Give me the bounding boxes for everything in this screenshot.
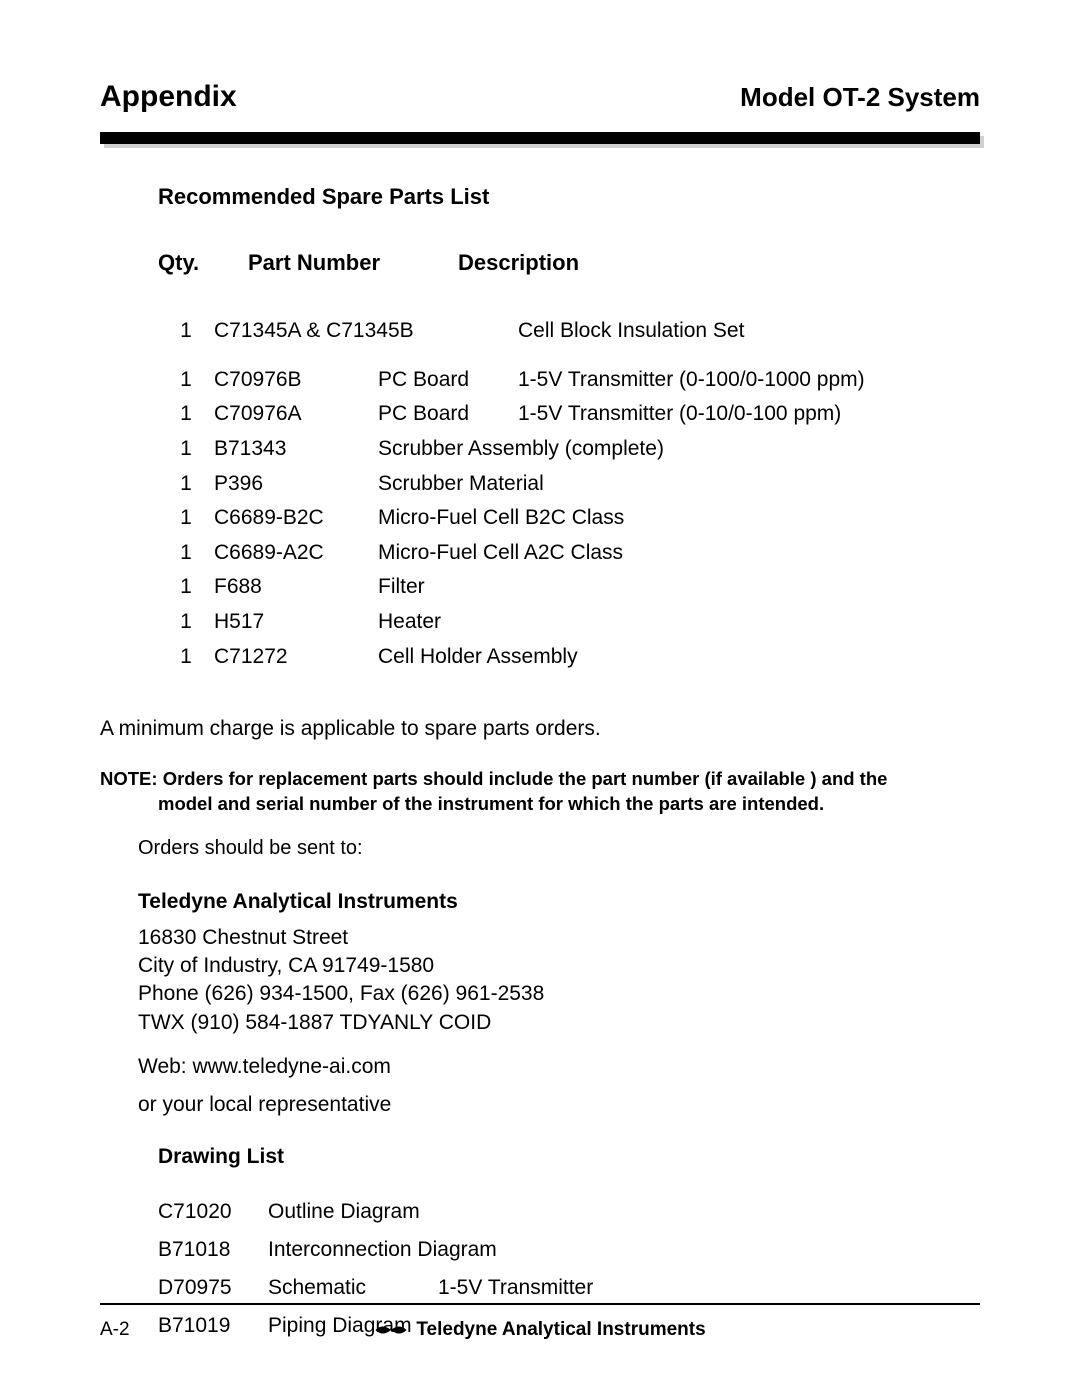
col-header-description: Description: [458, 250, 980, 276]
cell-qty: 1: [158, 605, 214, 640]
drawing-name: Schematic: [268, 1269, 438, 1307]
table-row: 1 C70976A PC Board 1-5V Transmitter (0-1…: [158, 397, 980, 432]
drawing-number: C71020: [158, 1193, 268, 1231]
cell-description: 1-5V Transmitter (0-10/0-100 ppm): [518, 397, 980, 432]
note-text-line2: model and serial number of the instrumen…: [100, 792, 980, 817]
cell-part-number: C71345A & C71345B: [214, 314, 518, 349]
table-row: 1 C71272 Cell Holder Assembly: [158, 640, 980, 675]
drawing-row: B71018 Interconnection Diagram: [158, 1231, 980, 1269]
cell-part-number: C6689-A2C: [214, 536, 378, 571]
cell-description: Cell Block Insulation Set: [518, 314, 980, 349]
table-row: 1 C71345A & C71345B Cell Block Insulatio…: [158, 314, 980, 349]
cell-subtype: PC Board: [378, 397, 518, 432]
teledyne-logo-icon: [374, 1322, 408, 1338]
cell-part-number: C71272: [214, 640, 378, 675]
phone-fax: Phone (626) 934-1500, Fax (626) 961-2538: [138, 980, 980, 1008]
page-footer: A-2 Teledyne Analytical Instruments: [100, 1319, 980, 1341]
drawing-row: C71020 Outline Diagram: [158, 1193, 980, 1231]
cell-qty: 1: [158, 536, 214, 571]
note-block: NOTE: Orders for replacement parts shoul…: [100, 767, 980, 817]
page: Appendix Model OT-2 System Recommended S…: [0, 0, 1080, 1397]
cell-qty: 1: [158, 363, 214, 398]
page-number: A-2: [100, 1319, 220, 1341]
address-line2: City of Industry, CA 91749-1580: [138, 952, 980, 980]
cell-description: 1-5V Transmitter (0-100/0-1000 ppm): [518, 363, 980, 398]
header-left: Appendix: [100, 80, 237, 114]
cell-qty: 1: [158, 432, 214, 467]
table-row: 1 B71343 Scrubber Assembly (complete): [158, 432, 980, 467]
cell-part-number: C70976B: [214, 363, 378, 398]
header-divider-bar: [100, 132, 980, 144]
header-right: Model OT-2 System: [740, 82, 980, 113]
cell-qty: 1: [158, 570, 214, 605]
note-text-line1: Orders for replacement parts should incl…: [163, 768, 888, 789]
cell-qty: 1: [158, 467, 214, 502]
table-row: 1 P396 Scrubber Material: [158, 467, 980, 502]
footer-brand-text: Teledyne Analytical Instruments: [416, 1319, 705, 1341]
cell-description: Filter: [378, 570, 980, 605]
contact-lines: 16830 Chestnut Street City of Industry, …: [138, 924, 980, 1037]
cell-part-number: P396: [214, 467, 378, 502]
cell-part-number: H517: [214, 605, 378, 640]
company-name: Teledyne Analytical Instruments: [138, 890, 980, 914]
cell-part-number: F688: [214, 570, 378, 605]
cell-description: Micro-Fuel Cell A2C Class: [378, 536, 980, 571]
cell-qty: 1: [158, 640, 214, 675]
cell-part-number: C6689-B2C: [214, 501, 378, 536]
drawing-number: B71018: [158, 1231, 268, 1269]
parts-table: 1 C71345A & C71345B Cell Block Insulatio…: [158, 314, 980, 674]
orders-sent-label: Orders should be sent to:: [138, 837, 980, 860]
cell-part-number: B71343: [214, 432, 378, 467]
footer-brand: Teledyne Analytical Instruments: [220, 1319, 860, 1341]
table-row: 1 C70976B PC Board 1-5V Transmitter (0-1…: [158, 363, 980, 398]
cell-subtype: PC Board: [378, 363, 518, 398]
drawing-row: D70975 Schematic 1-5V Transmitter: [158, 1269, 980, 1307]
table-row: 1 C6689-B2C Micro-Fuel Cell B2C Class: [158, 501, 980, 536]
col-header-qty: Qty.: [158, 250, 248, 276]
drawing-name: Outline Diagram: [268, 1193, 980, 1231]
twx-line: TWX (910) 584-1887 TDYANLY COID: [138, 1009, 980, 1037]
cell-description: Cell Holder Assembly: [378, 640, 980, 675]
web-line: Web: www.teledyne-ai.com: [138, 1055, 980, 1079]
cell-description: Scrubber Material: [378, 467, 980, 502]
table-header-row: Qty. Part Number Description: [158, 250, 980, 276]
cell-qty: 1: [158, 397, 214, 432]
note-label: NOTE:: [100, 768, 158, 789]
minimum-charge-note: A minimum charge is applicable to spare …: [100, 714, 980, 744]
drawing-extra: 1-5V Transmitter: [438, 1269, 980, 1307]
table-row: 1 C6689-A2C Micro-Fuel Cell A2C Class: [158, 536, 980, 571]
footer-divider: [100, 1303, 980, 1305]
drawing-list-title: Drawing List: [158, 1145, 980, 1169]
cell-qty: 1: [158, 501, 214, 536]
page-header: Appendix Model OT-2 System: [100, 80, 980, 114]
cell-qty: 1: [158, 314, 214, 349]
section-title: Recommended Spare Parts List: [158, 184, 980, 210]
address-line1: 16830 Chestnut Street: [138, 924, 980, 952]
table-row: 1 F688 Filter: [158, 570, 980, 605]
table-row: 1 H517 Heater: [158, 605, 980, 640]
cell-description: Heater: [378, 605, 980, 640]
header-divider: [100, 132, 980, 148]
drawing-number: D70975: [158, 1269, 268, 1307]
cell-description: Scrubber Assembly (complete): [378, 432, 980, 467]
local-rep-line: or your local representative: [138, 1093, 980, 1117]
contact-block: Teledyne Analytical Instruments 16830 Ch…: [138, 890, 980, 1037]
cell-part-number: C70976A: [214, 397, 378, 432]
col-header-part-number: Part Number: [248, 250, 458, 276]
drawing-name: Interconnection Diagram: [268, 1231, 980, 1269]
cell-description: Micro-Fuel Cell B2C Class: [378, 501, 980, 536]
